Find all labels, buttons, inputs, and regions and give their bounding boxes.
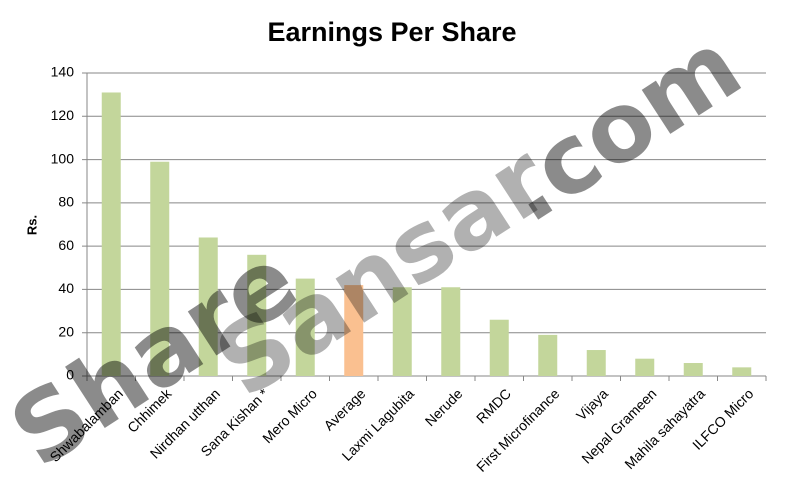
bar <box>635 358 655 376</box>
x-tick-label: Nerude <box>422 385 466 429</box>
y-tick-label: 60 <box>58 237 74 253</box>
y-tick-label: 100 <box>51 150 75 166</box>
bar <box>295 278 315 376</box>
bar <box>101 92 121 376</box>
bar <box>198 237 218 376</box>
x-tick-label: Vijaya <box>573 385 611 423</box>
x-tick-label: First Microfinance <box>473 385 563 475</box>
y-tick-label: 120 <box>51 107 75 123</box>
y-tick-label: 20 <box>58 323 74 339</box>
bar <box>247 254 267 376</box>
y-tick-label: 0 <box>66 367 74 383</box>
watermark: .com <box>482 9 761 244</box>
bar <box>344 285 364 376</box>
bar <box>489 319 509 376</box>
chart-title: Earnings Per Share <box>267 17 516 47</box>
bar <box>586 350 606 376</box>
bar <box>732 367 752 376</box>
bar <box>441 287 461 376</box>
bar <box>392 287 412 376</box>
bar <box>150 161 170 376</box>
y-axis-label: Rs. <box>24 215 39 235</box>
y-tick-label: 40 <box>58 280 74 296</box>
bar <box>538 334 558 376</box>
x-tick-label: Average <box>320 385 368 433</box>
bar <box>683 363 703 376</box>
x-tick-label: RMDC <box>473 385 514 426</box>
y-tick-label: 140 <box>51 64 75 80</box>
y-tick-label: 80 <box>58 194 74 210</box>
